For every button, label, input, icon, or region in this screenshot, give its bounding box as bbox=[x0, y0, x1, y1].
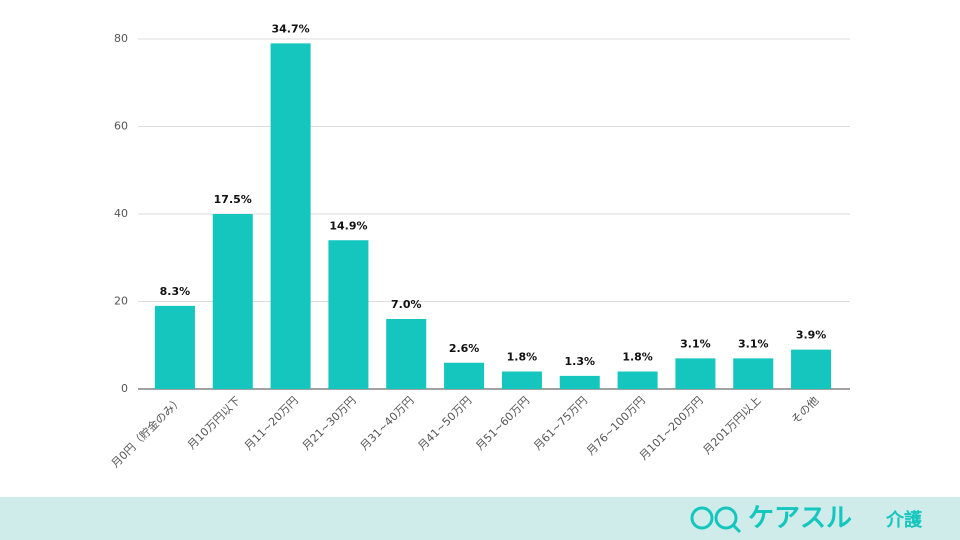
value-label: 3.9% bbox=[796, 329, 827, 342]
bar bbox=[559, 375, 600, 389]
brand: ケアスル bbox=[748, 504, 852, 534]
value-label: 1.3% bbox=[564, 355, 595, 368]
y-tick-label: 80 bbox=[114, 32, 128, 45]
x-tick-label: 月201万円以上 bbox=[701, 394, 764, 457]
value-label: 3.1% bbox=[738, 337, 769, 350]
bar bbox=[154, 305, 195, 389]
y-tick-label: 60 bbox=[114, 120, 128, 133]
logo-icon bbox=[690, 506, 742, 534]
x-tick-label: 月61~75万円 bbox=[531, 394, 590, 453]
bar bbox=[791, 349, 832, 389]
x-tick-label: 月41~50万円 bbox=[415, 394, 474, 453]
x-tick-label: 月10万円以下 bbox=[185, 394, 243, 452]
footer-band bbox=[0, 497, 960, 540]
value-label: 1.8% bbox=[507, 351, 538, 364]
x-tick-label: 月51~60万円 bbox=[473, 394, 532, 453]
value-label: 7.0% bbox=[391, 298, 422, 311]
bar bbox=[270, 43, 311, 389]
x-tick-label: 月76~100万円 bbox=[584, 394, 648, 458]
value-label: 34.7% bbox=[271, 22, 309, 35]
y-tick-label: 40 bbox=[114, 207, 128, 220]
y-tick-label: 0 bbox=[121, 382, 128, 395]
bar bbox=[386, 319, 427, 389]
value-label: 3.1% bbox=[680, 337, 711, 350]
x-tick-label: 月0円（貯金のみ） bbox=[108, 393, 185, 470]
brand-suffix: 介護 bbox=[885, 509, 923, 531]
y-tick-label: 20 bbox=[114, 295, 128, 308]
bar bbox=[675, 358, 716, 389]
value-label: 8.3% bbox=[160, 285, 191, 298]
value-label: 17.5% bbox=[214, 193, 252, 206]
bar bbox=[733, 358, 774, 389]
value-label: 14.9% bbox=[329, 219, 367, 232]
value-label: 1.8% bbox=[622, 351, 653, 364]
x-tick-label: 月11~20万円 bbox=[242, 394, 301, 453]
bar bbox=[617, 371, 658, 389]
bar bbox=[501, 371, 542, 389]
x-tick-label: 月101~200万円 bbox=[637, 394, 706, 463]
value-label: 2.6% bbox=[449, 342, 480, 355]
bar bbox=[328, 240, 369, 389]
x-tick-label: 月31~40万円 bbox=[358, 394, 417, 453]
x-tick-label: 月21~30万円 bbox=[300, 394, 359, 453]
bar bbox=[212, 214, 253, 389]
bar bbox=[444, 362, 485, 389]
x-tick-label: その他 bbox=[789, 394, 822, 427]
